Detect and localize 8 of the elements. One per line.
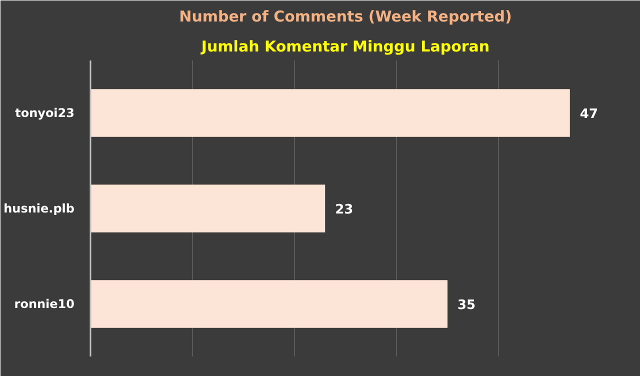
data-label: 23	[335, 202, 354, 218]
y-tick-label: tonyoi23	[15, 106, 75, 120]
data-label: 35	[458, 298, 476, 313]
chart-subtitle: Jumlah Komentar Minggu Laporan	[200, 38, 490, 56]
chart-title: Number of Comments (Week Reported)	[179, 8, 512, 26]
y-tick-label: ronnie10	[14, 296, 75, 311]
data-label: 47	[580, 107, 598, 122]
y-tick-label: husnie.plb	[4, 202, 75, 216]
